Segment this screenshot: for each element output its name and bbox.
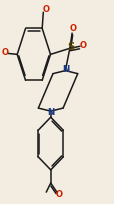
Text: O: O <box>1 48 8 57</box>
Text: O: O <box>69 24 76 33</box>
Text: O: O <box>79 41 86 50</box>
Text: N: N <box>61 65 69 74</box>
Text: S: S <box>67 42 74 52</box>
Text: O: O <box>55 190 62 199</box>
Text: O: O <box>42 5 49 14</box>
Text: N: N <box>47 108 54 117</box>
